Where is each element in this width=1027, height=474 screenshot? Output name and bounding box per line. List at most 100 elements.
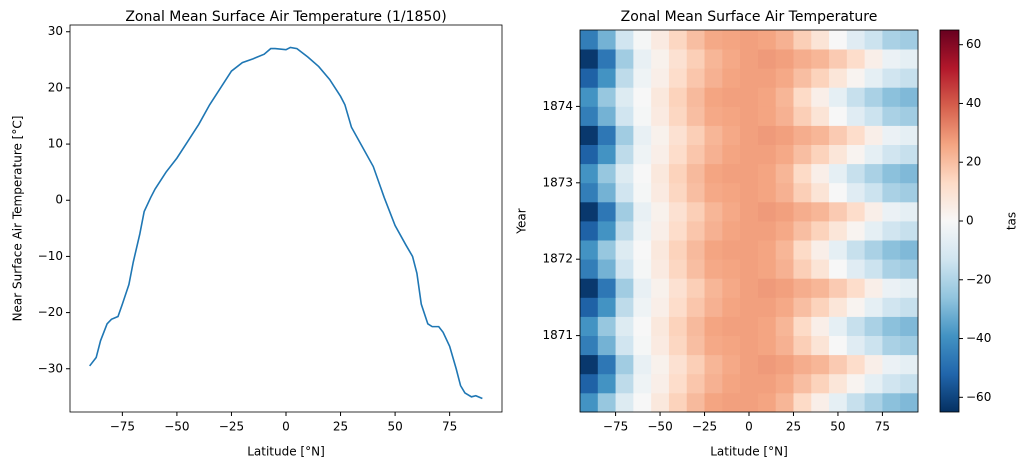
heatmap-cell (597, 240, 616, 260)
heatmap-cell (829, 106, 848, 126)
heatmap-cell (722, 106, 741, 126)
heatmap-cell (811, 278, 830, 298)
heatmap-cell (757, 240, 777, 260)
heatmap-cell (793, 278, 812, 298)
heatmap-cell (882, 30, 901, 50)
heatmap-cell (811, 201, 830, 222)
heatmap-cell (811, 221, 830, 241)
heatmap-cell (829, 278, 848, 298)
heatmap-cell (597, 87, 616, 107)
heatmap-cell (704, 201, 723, 222)
heatmap-cell (704, 106, 723, 126)
heatmap-cell (740, 68, 759, 88)
heatmap-cell (793, 106, 812, 126)
heatmap-cell (900, 373, 919, 394)
heatmap-cell (597, 163, 616, 184)
heatmap-cell (651, 392, 670, 413)
heatmap-cell (829, 373, 848, 394)
heatmap-cell (900, 297, 919, 317)
x-tick-label: 75 (442, 420, 457, 434)
heatmap-cell (757, 30, 777, 50)
heatmap-cell (651, 106, 670, 126)
heatmap-cell (757, 221, 777, 241)
heatmap-cell (633, 259, 652, 279)
heatmap-cell (900, 392, 919, 413)
heatmap-cell (864, 49, 883, 69)
heatmap-cell (686, 30, 705, 50)
heatmap-cell (686, 144, 705, 165)
heatmap-cell (668, 354, 688, 375)
heatmap-cell (633, 106, 652, 126)
heatmap-cell (882, 87, 901, 107)
y-tick-label: 1872 (542, 252, 573, 266)
heatmap-cell (900, 87, 919, 107)
heatmap-cell (864, 259, 883, 279)
y-tick-label: 30 (48, 24, 63, 38)
heatmap-cell (757, 49, 777, 69)
heatmap-cell (722, 201, 741, 222)
heatmap-cell (757, 278, 777, 298)
heatmap-cell (668, 297, 688, 317)
colorbar-tick-label: 0 (966, 214, 974, 228)
heatmap-cell (651, 316, 670, 336)
y-tick-label: 20 (48, 80, 63, 94)
axes-frame (69, 24, 503, 413)
heatmap-cell (704, 221, 723, 241)
heatmap-cell (615, 144, 634, 165)
heatmap-cell (757, 354, 777, 375)
heatmap-cell (740, 144, 759, 165)
heatmap-cell (757, 182, 777, 203)
colorbar-tick-label: −20 (966, 272, 991, 286)
heatmap-cell (846, 335, 866, 356)
heatmap-cell (668, 316, 688, 336)
heatmap-cell (882, 297, 901, 317)
heatmap-cell (597, 335, 616, 356)
heatmap-cell (633, 163, 652, 184)
heatmap-cell (846, 49, 866, 69)
heatmap-cell (633, 392, 652, 413)
y-axis-label: Year (515, 208, 529, 234)
heatmap-cell (668, 240, 688, 260)
heatmap-cell (811, 240, 830, 260)
heatmap-cell (864, 30, 883, 50)
heatmap-cell (597, 201, 616, 222)
heatmap-cell (757, 106, 777, 126)
heatmap-cell (757, 201, 777, 222)
heatmap-cell (829, 49, 848, 69)
heatmap-cell (686, 106, 705, 126)
heatmap-cell (775, 87, 794, 107)
heatmap-cell (704, 297, 723, 317)
heatmap-cell (900, 354, 919, 375)
heatmap-cell (775, 144, 794, 165)
heatmap-cell (704, 335, 723, 356)
heatmap-cell (882, 125, 901, 145)
heatmap-cell (882, 240, 901, 260)
heatmap-cell (633, 335, 652, 356)
heatmap-cell (864, 201, 883, 222)
heatmap-cell (722, 221, 741, 241)
heatmap-cell (615, 30, 634, 50)
colorbar-tick-label: 40 (966, 96, 981, 110)
heatmap-cell (651, 163, 670, 184)
heatmap-cell (722, 259, 741, 279)
heatmap-cell (633, 278, 652, 298)
heatmap-cell (740, 240, 759, 260)
heatmap-cell (757, 144, 777, 165)
heatmap-cell (793, 201, 812, 222)
x-tick-label: 0 (745, 420, 753, 434)
heatmap-cell (864, 144, 883, 165)
heatmap-cell (633, 373, 652, 394)
heatmap-cell (597, 221, 616, 241)
heatmap-cell (864, 221, 883, 241)
colorbar-tick-label: −60 (966, 390, 991, 404)
heatmap-cell (793, 354, 812, 375)
x-tick-label: 25 (333, 420, 348, 434)
heatmap-cell (793, 68, 812, 88)
heatmap-cell (597, 30, 616, 50)
heatmap-cell (811, 335, 830, 356)
heatmap-cell (740, 278, 759, 298)
heatmap-cell (757, 316, 777, 336)
heatmap-cell (882, 201, 901, 222)
heatmap-cell (651, 297, 670, 317)
heatmap-cell (775, 297, 794, 317)
